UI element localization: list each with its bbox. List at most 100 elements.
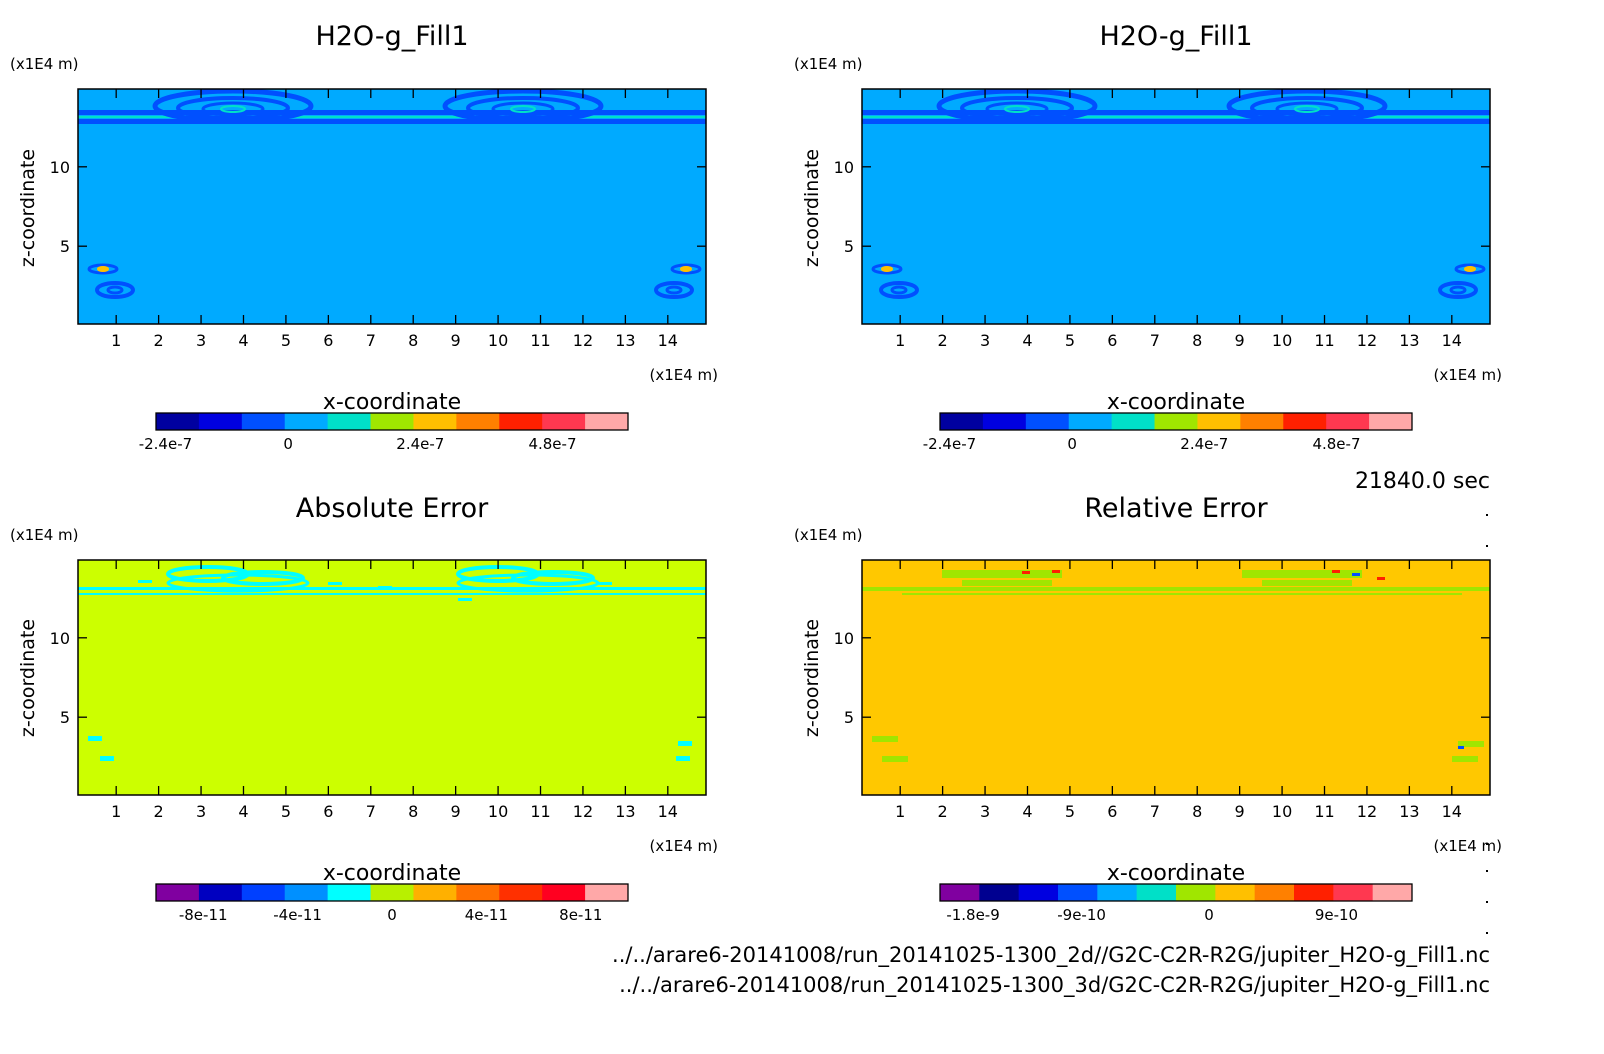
y-tick-label: 5: [60, 708, 70, 727]
x-tick-label: 13: [615, 802, 635, 821]
colorbar-label: -2.4e-7: [923, 435, 976, 453]
colorbar-segment: [370, 413, 414, 430]
x-tick-label: 8: [408, 802, 418, 821]
contour: [491, 101, 555, 117]
x-tick-label: 5: [281, 331, 291, 350]
colorbar: -1.8e-9 -9e-10 0 9e-10: [939, 883, 1413, 924]
panel-title: H2O-g_Fill1: [315, 21, 468, 52]
colorbar-segment: [1136, 884, 1177, 901]
field-patch: [138, 580, 152, 583]
colorbar-segment: [1111, 413, 1156, 430]
colorbar-segment: [1068, 413, 1113, 430]
field-patch: [678, 741, 692, 746]
colorbar-segment: [1176, 884, 1216, 901]
x-tick-label: 4: [238, 331, 248, 350]
colorbar-segment: [940, 884, 980, 901]
colorbar-segment: [982, 413, 1027, 430]
colorbar-segment: [1058, 884, 1098, 901]
contour: [176, 96, 290, 120]
field-background: [78, 560, 706, 795]
y-tick-label: 10: [50, 158, 70, 177]
x-tick-label: 11: [1314, 331, 1334, 350]
colorbar-label: -1.8e-9: [946, 906, 999, 924]
contour: [1438, 281, 1478, 299]
x-unit-label: (x1E4 m): [649, 837, 718, 855]
plot-frame: [861, 88, 1491, 325]
y-tick-label: 10: [50, 629, 70, 648]
x-tick-label: 14: [658, 802, 678, 821]
x-tick-label: 6: [1107, 802, 1117, 821]
contour: [1449, 285, 1467, 295]
error-spot: [1377, 577, 1385, 580]
plot-frame: [861, 559, 1491, 796]
x-axis-label: x-coordinate: [323, 390, 461, 415]
colorbar-segment: [413, 413, 457, 430]
y-unit-label: (x1E4 m): [794, 55, 863, 73]
colorbar-segment: [327, 884, 372, 901]
colorbar-segment: [1326, 413, 1370, 430]
y-unit-label: (x1E4 m): [10, 55, 79, 73]
field-patch: [1262, 580, 1352, 586]
x-tick-label: 10: [488, 331, 508, 350]
colorbar-label: 0: [283, 435, 293, 453]
contour-band: [78, 119, 706, 124]
time-stamp: 21840.0 sec: [1355, 469, 1490, 494]
contour: [201, 101, 265, 117]
x-tick-label: 12: [1357, 802, 1377, 821]
y-tick-label: 5: [844, 237, 854, 256]
contour: [87, 263, 119, 275]
hotspot: [1464, 266, 1476, 272]
colorbar-label: -2.4e-7: [139, 435, 192, 453]
colorbar: -2.4e-7 0 2.4e-7 4.8e-7: [139, 412, 629, 453]
error-spot: [1022, 571, 1030, 574]
error-spot: [1458, 746, 1464, 749]
colorbar-label: 4.8e-7: [1312, 435, 1360, 453]
x-tick-label: 10: [1272, 802, 1292, 821]
dot: [1486, 843, 1488, 845]
colorbar-segment: [1197, 413, 1241, 430]
colorbar-label: 2.4e-7: [396, 435, 444, 453]
colorbar-frame: [939, 412, 1413, 431]
x-unit-label: (x1E4 m): [1433, 366, 1502, 384]
field-patch: [676, 756, 690, 761]
x-tick-label: 3: [196, 331, 206, 350]
colorbar-segment: [1025, 413, 1070, 430]
contour: [1454, 263, 1486, 275]
contour: [510, 105, 536, 113]
plot-frame: [77, 88, 707, 325]
dot: [1486, 901, 1488, 903]
colorbar-segment: [979, 884, 1020, 901]
x-tick-label: 14: [1442, 802, 1462, 821]
x-tick-label: 14: [658, 331, 678, 350]
dot: [1486, 870, 1488, 872]
y-axis-label: z-coordinate: [801, 149, 823, 267]
colorbar-segment: [940, 413, 984, 430]
field-patch: [882, 756, 908, 762]
colorbar-label: 0: [1067, 435, 1077, 453]
contour: [466, 96, 580, 120]
x-tick-label: 2: [154, 802, 164, 821]
colorbar-segment: [499, 884, 543, 901]
colorbar-segment: [1333, 884, 1374, 901]
colorbar-segment: [1154, 413, 1198, 430]
dot: [1486, 545, 1488, 547]
colorbar-segment: [413, 884, 457, 901]
x-tick-label: 2: [938, 802, 948, 821]
field-patch: [88, 736, 102, 741]
hotspot: [680, 266, 692, 272]
y-tick-label: 5: [844, 708, 854, 727]
field-background: [862, 560, 1490, 795]
colorbar-segment: [327, 413, 372, 430]
field-features: [862, 89, 1490, 299]
contour: [670, 263, 702, 275]
x-tick-label: 4: [1022, 802, 1032, 821]
colorbar-label: -4e-11: [273, 906, 322, 924]
colorbar-segment: [284, 413, 329, 430]
x-tick-label: 9: [1235, 802, 1245, 821]
panel-title: Absolute Error: [296, 493, 489, 524]
x-tick-label: 13: [1399, 802, 1419, 821]
x-unit-label: (x1E4 m): [1433, 837, 1502, 855]
